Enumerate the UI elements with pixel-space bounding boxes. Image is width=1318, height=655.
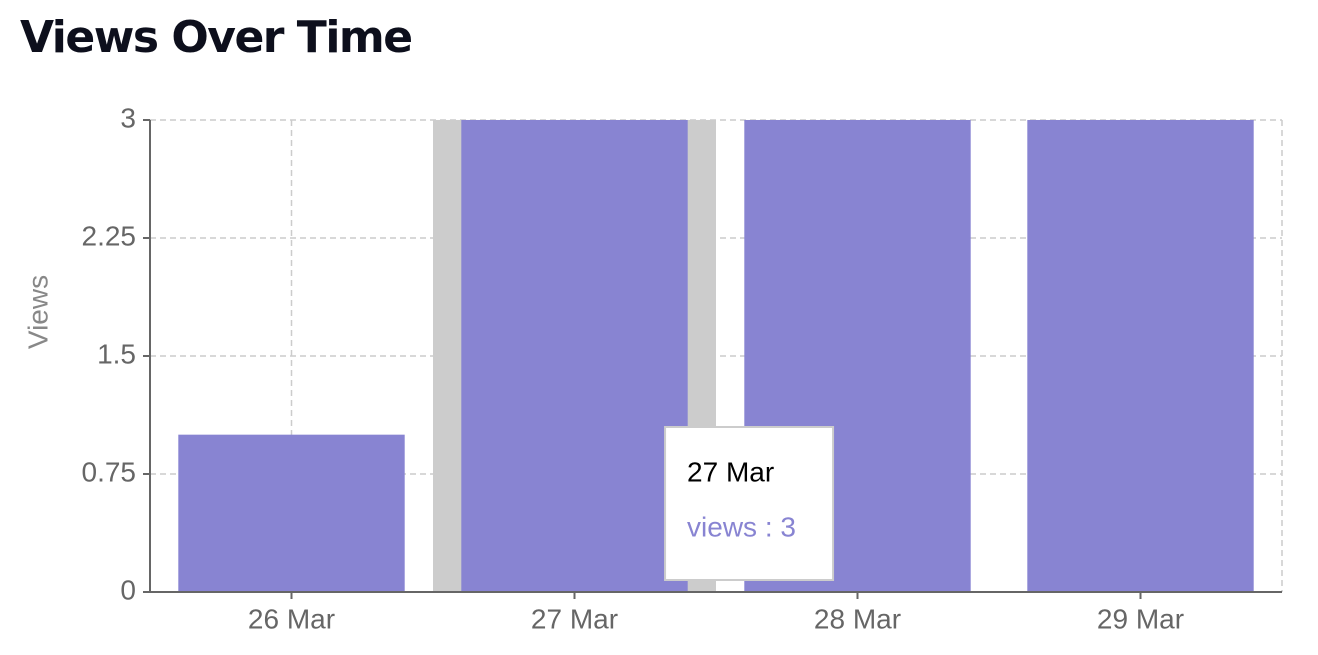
y-tick-label: 2.25 [82, 220, 137, 251]
y-tick-label: 1.5 [97, 338, 136, 369]
x-tick-label: 28 Mar [814, 603, 901, 634]
x-tick-label: 29 Mar [1097, 603, 1184, 634]
tooltip-text: views : 3 [687, 511, 796, 542]
bar [1027, 120, 1254, 592]
tooltip: 27 Mar views : 3 [664, 426, 835, 581]
x-tick-label: 26 Mar [248, 603, 335, 634]
tooltip-box [664, 426, 835, 581]
y-tick-label: 0 [120, 574, 136, 605]
chart-title: Views Over Time [20, 12, 412, 63]
y-tick-label: 3 [120, 102, 136, 133]
y-tick-label: 0.75 [82, 456, 137, 487]
x-tick-label: 27 Mar [531, 603, 618, 634]
bar [461, 120, 688, 592]
tooltip-title: 27 Mar [687, 456, 774, 487]
bar [178, 434, 405, 592]
y-axis-label: Views [22, 275, 53, 349]
